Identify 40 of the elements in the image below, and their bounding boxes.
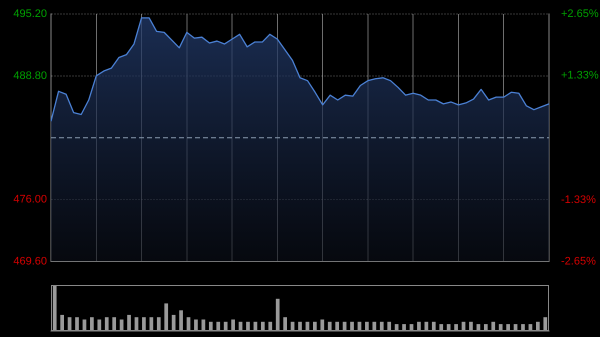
bar bbox=[164, 303, 168, 331]
bar bbox=[528, 324, 532, 331]
y-tick-label: 495.20 bbox=[13, 8, 47, 20]
bar bbox=[306, 322, 310, 331]
bar bbox=[365, 322, 369, 331]
bar bbox=[127, 314, 131, 331]
y-tick-label: 469.60 bbox=[13, 255, 47, 268]
y2-tick-label: +1.33% bbox=[561, 70, 599, 82]
bar bbox=[82, 320, 86, 331]
bar bbox=[462, 322, 466, 331]
bar bbox=[246, 322, 250, 331]
y-tick-label: 488.80 bbox=[13, 70, 47, 82]
bar bbox=[142, 317, 146, 331]
bar bbox=[194, 320, 198, 331]
y2-tick-label: -1.33% bbox=[561, 194, 596, 206]
bar bbox=[290, 322, 294, 331]
bar bbox=[276, 298, 280, 331]
bar bbox=[238, 322, 242, 331]
bar bbox=[231, 320, 235, 331]
bar bbox=[186, 317, 190, 331]
bar bbox=[350, 322, 354, 331]
y-tick-label: 476.00 bbox=[13, 194, 47, 206]
bar bbox=[134, 317, 138, 331]
bar bbox=[179, 310, 183, 331]
bar bbox=[254, 322, 258, 331]
bar bbox=[469, 322, 473, 331]
bar bbox=[68, 317, 72, 331]
bar bbox=[410, 324, 414, 331]
bar bbox=[75, 317, 79, 331]
y2-tick-label: -2.65% bbox=[561, 255, 596, 268]
bar bbox=[454, 324, 458, 331]
bar bbox=[298, 322, 302, 331]
bar bbox=[521, 324, 525, 331]
bar bbox=[402, 324, 406, 331]
bar bbox=[514, 324, 518, 331]
bar bbox=[52, 285, 57, 331]
bar bbox=[342, 322, 346, 331]
bar bbox=[417, 322, 421, 331]
bar bbox=[358, 322, 362, 331]
y2-tick-label: +2.65% bbox=[561, 8, 599, 20]
